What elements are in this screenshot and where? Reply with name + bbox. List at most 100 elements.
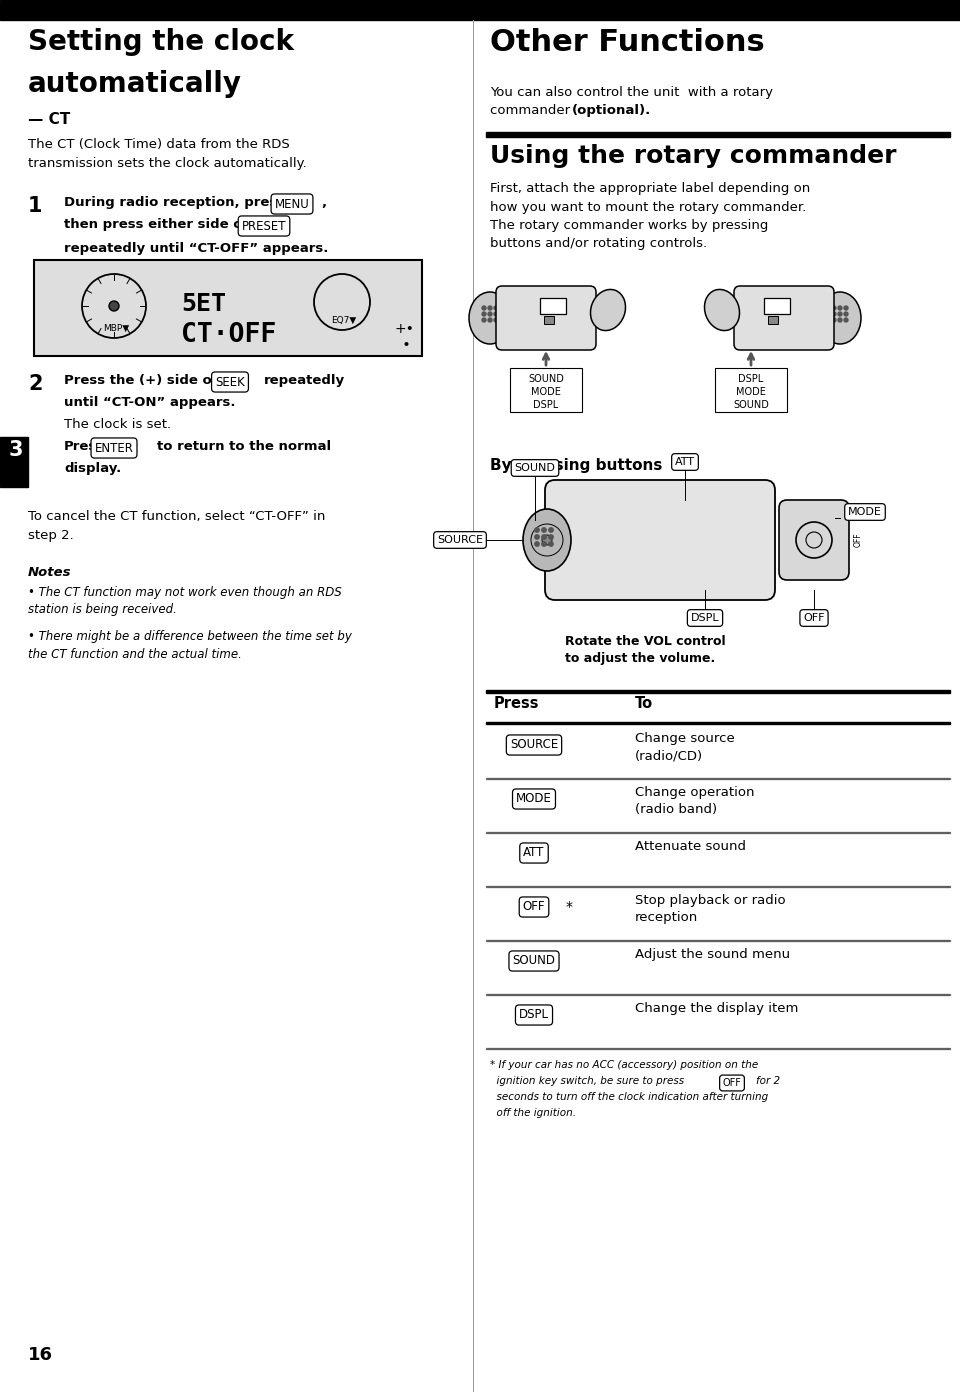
Circle shape	[541, 535, 546, 539]
Text: Notes: Notes	[28, 567, 71, 579]
Text: Using the rotary commander: Using the rotary commander	[490, 143, 897, 168]
Text: to return to the normal: to return to the normal	[157, 440, 331, 452]
Ellipse shape	[590, 290, 626, 330]
Text: SOUND: SOUND	[528, 374, 564, 384]
Circle shape	[844, 312, 848, 316]
FancyBboxPatch shape	[734, 285, 834, 349]
Text: SOURCE: SOURCE	[510, 739, 558, 752]
Text: CT·OFF: CT·OFF	[181, 322, 276, 348]
FancyBboxPatch shape	[545, 480, 775, 600]
Circle shape	[549, 535, 553, 539]
Text: ATT: ATT	[675, 457, 695, 466]
Ellipse shape	[705, 290, 739, 330]
Text: SOUND: SOUND	[515, 464, 556, 473]
Bar	[544, 316, 554, 324]
Text: Press: Press	[494, 696, 540, 711]
Text: (optional).: (optional).	[572, 104, 651, 117]
Text: automatically: automatically	[28, 70, 242, 97]
Text: until “CT-ON” appears.: until “CT-ON” appears.	[64, 395, 235, 409]
Text: Change the display item: Change the display item	[635, 1002, 799, 1015]
Ellipse shape	[469, 292, 511, 344]
Text: First, attach the appropriate label depending on
how you want to mount the rotar: First, attach the appropriate label depe…	[490, 182, 810, 251]
Text: MODE: MODE	[848, 507, 882, 516]
Bar	[0, 437, 28, 487]
Text: DSPL: DSPL	[738, 374, 763, 384]
Text: Change operation
(radio band): Change operation (radio band)	[635, 786, 755, 817]
Circle shape	[541, 541, 546, 546]
Text: Change source
(radio/CD): Change source (radio/CD)	[635, 732, 734, 763]
Text: 16: 16	[28, 1346, 53, 1364]
Bar	[474, 0, 960, 19]
Circle shape	[844, 317, 848, 322]
Text: off the ignition.: off the ignition.	[490, 1108, 576, 1118]
Circle shape	[488, 312, 492, 316]
Text: ignition key switch, be sure to press: ignition key switch, be sure to press	[490, 1076, 684, 1086]
Text: — CT: — CT	[28, 111, 70, 127]
Circle shape	[109, 301, 119, 310]
Bar	[0, 0, 474, 19]
Text: 1: 1	[28, 196, 42, 216]
Ellipse shape	[819, 292, 861, 344]
Text: repeatedly until “CT-OFF” appears.: repeatedly until “CT-OFF” appears.	[64, 242, 328, 255]
FancyBboxPatch shape	[496, 285, 596, 349]
Bar	[768, 316, 778, 324]
Text: To: To	[635, 696, 653, 711]
Bar	[34, 260, 422, 356]
Text: DSPL: DSPL	[690, 612, 719, 624]
Text: MODE: MODE	[516, 792, 552, 806]
Text: SOURCE: SOURCE	[437, 535, 483, 546]
Text: +•
 •: +• •	[394, 322, 414, 352]
Text: PRESET: PRESET	[242, 220, 286, 232]
Text: By pressing buttons: By pressing buttons	[490, 458, 662, 473]
Text: MBP▼: MBP▼	[103, 324, 129, 333]
Text: ATT: ATT	[523, 846, 544, 859]
FancyBboxPatch shape	[779, 500, 849, 580]
Text: You can also control the unit  with a rotary: You can also control the unit with a rot…	[490, 86, 773, 99]
Circle shape	[844, 306, 848, 310]
Circle shape	[482, 306, 486, 310]
Text: *: *	[566, 901, 573, 915]
Circle shape	[549, 541, 553, 546]
Circle shape	[535, 541, 540, 546]
Text: DSPL: DSPL	[519, 1008, 549, 1022]
Text: MENU: MENU	[275, 198, 309, 210]
Text: SEEK: SEEK	[215, 376, 245, 388]
Text: Attenuate sound: Attenuate sound	[635, 839, 746, 853]
Text: OFF: OFF	[523, 901, 545, 913]
Text: The CT (Clock Time) data from the RDS
transmission sets the clock automatically.: The CT (Clock Time) data from the RDS tr…	[28, 138, 307, 170]
Text: Press the (+) side of: Press the (+) side of	[64, 374, 218, 387]
Text: 3: 3	[9, 440, 23, 459]
Circle shape	[832, 317, 836, 322]
Ellipse shape	[523, 509, 571, 571]
Circle shape	[535, 528, 540, 532]
Circle shape	[542, 535, 552, 546]
Text: DSPL: DSPL	[534, 400, 559, 411]
Circle shape	[535, 535, 540, 539]
Bar	[486, 690, 950, 693]
Text: ,: ,	[321, 196, 326, 209]
Bar	[486, 722, 950, 724]
Text: Rotate the VOL control
to adjust the volume.: Rotate the VOL control to adjust the vol…	[565, 635, 726, 665]
Text: seconds to turn off the clock indication after turning: seconds to turn off the clock indication…	[490, 1091, 768, 1102]
Text: EQ7▼: EQ7▼	[331, 316, 356, 324]
Circle shape	[482, 312, 486, 316]
Text: OFF: OFF	[804, 612, 825, 624]
Text: • The CT function may not work even though an RDS
station is being received.: • The CT function may not work even thou…	[28, 586, 342, 617]
Circle shape	[488, 317, 492, 322]
Text: display.: display.	[64, 462, 121, 475]
Text: Setting the clock: Setting the clock	[28, 28, 294, 56]
Text: Adjust the sound menu: Adjust the sound menu	[635, 948, 790, 960]
Bar	[486, 132, 950, 136]
Bar	[764, 298, 790, 315]
Text: Press: Press	[64, 440, 106, 452]
Text: SOUND: SOUND	[513, 955, 556, 967]
Circle shape	[541, 528, 546, 532]
Circle shape	[832, 312, 836, 316]
Circle shape	[549, 528, 553, 532]
Text: • There might be a difference between the time set by
the CT function and the ac: • There might be a difference between th…	[28, 631, 352, 660]
Bar	[715, 367, 787, 412]
Circle shape	[494, 306, 498, 310]
Bar	[510, 367, 582, 412]
Text: 2: 2	[28, 374, 42, 394]
Text: The clock is set.: The clock is set.	[64, 418, 171, 432]
